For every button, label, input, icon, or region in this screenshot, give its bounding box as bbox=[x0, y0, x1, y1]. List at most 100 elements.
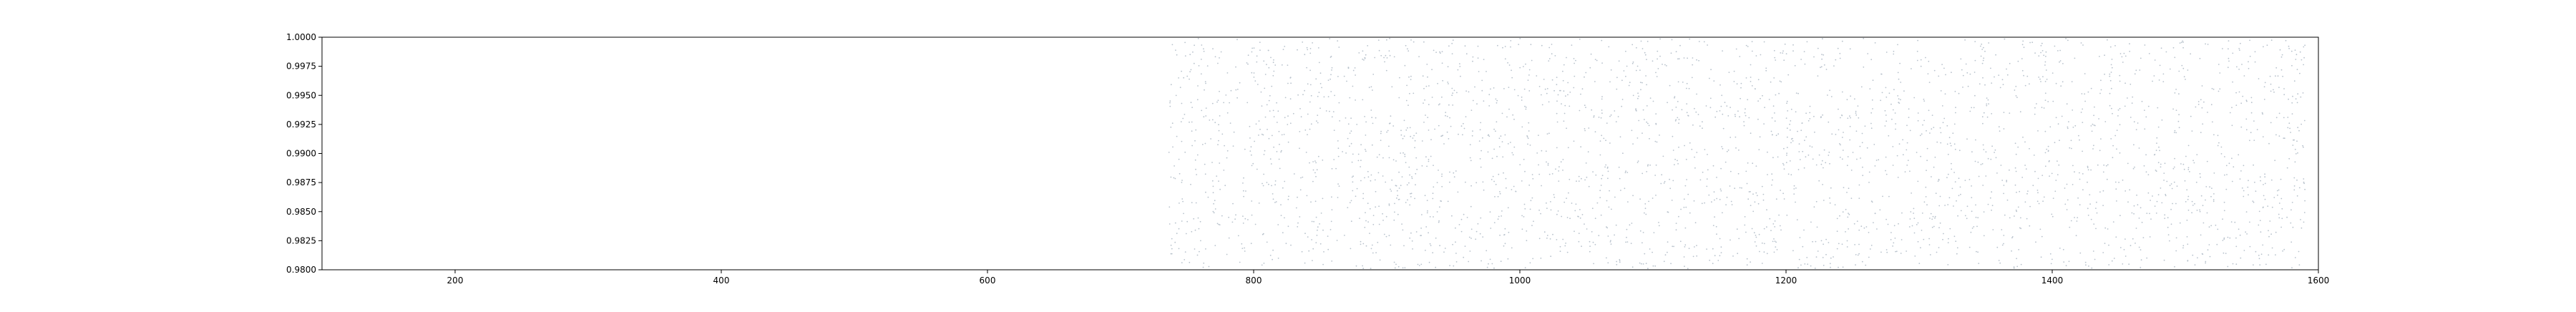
data-point bbox=[1887, 223, 1889, 225]
data-point bbox=[1331, 260, 1333, 262]
data-point bbox=[1362, 99, 1364, 101]
data-point bbox=[1998, 126, 2000, 128]
data-point bbox=[1251, 200, 1253, 202]
data-point bbox=[1707, 44, 1709, 46]
data-point bbox=[1541, 104, 1543, 106]
data-point bbox=[2066, 183, 2068, 185]
data-point bbox=[1481, 79, 1483, 82]
data-point bbox=[1953, 123, 1956, 125]
data-point bbox=[2160, 187, 2162, 189]
data-point bbox=[1199, 250, 1200, 253]
data-point bbox=[1280, 215, 1282, 216]
data-point bbox=[1436, 182, 1438, 183]
data-point bbox=[1740, 97, 1742, 99]
data-point bbox=[1637, 160, 1639, 162]
data-point bbox=[1232, 145, 1234, 147]
data-point bbox=[2090, 218, 2092, 220]
data-point bbox=[1507, 207, 1509, 209]
data-point bbox=[1529, 262, 1531, 264]
data-point bbox=[1951, 72, 1952, 74]
data-point bbox=[1822, 38, 1823, 40]
data-point bbox=[1441, 51, 1443, 52]
data-point bbox=[1414, 140, 1416, 142]
data-point bbox=[1898, 98, 1900, 100]
data-point bbox=[2051, 72, 2054, 74]
data-point bbox=[1560, 89, 1561, 92]
data-point bbox=[1841, 243, 1843, 245]
data-point bbox=[1632, 143, 1634, 145]
data-point bbox=[2089, 194, 2091, 195]
data-point bbox=[1986, 104, 1988, 107]
data-point bbox=[1747, 99, 1749, 101]
data-point bbox=[1251, 165, 1253, 167]
data-point bbox=[1958, 92, 1960, 94]
data-point bbox=[2212, 199, 2215, 201]
data-point bbox=[1511, 77, 1513, 79]
data-point bbox=[1962, 74, 1964, 77]
data-point bbox=[1382, 175, 1384, 177]
data-point bbox=[1428, 160, 1430, 162]
data-point bbox=[1563, 201, 1566, 203]
data-point bbox=[1573, 140, 1575, 142]
data-point bbox=[1626, 65, 1628, 67]
data-point bbox=[1795, 92, 1797, 94]
data-point bbox=[1943, 117, 1946, 120]
data-point bbox=[1492, 175, 1494, 177]
data-point bbox=[1194, 248, 1196, 250]
data-point bbox=[1779, 80, 1781, 82]
data-point bbox=[2282, 75, 2284, 77]
data-point bbox=[2067, 39, 2069, 42]
data-point bbox=[1183, 213, 1184, 215]
data-point bbox=[1641, 132, 1643, 135]
data-point bbox=[2223, 252, 2225, 254]
data-point bbox=[1372, 74, 1375, 75]
data-point bbox=[2293, 80, 2296, 82]
data-point bbox=[2068, 121, 2069, 123]
data-point bbox=[1845, 231, 1846, 233]
data-point bbox=[1304, 129, 1307, 131]
data-point bbox=[1821, 54, 1823, 55]
data-point bbox=[2216, 243, 2218, 245]
data-point bbox=[1847, 156, 1849, 157]
data-point bbox=[1991, 113, 1993, 114]
data-point bbox=[1277, 224, 1279, 225]
data-point bbox=[1686, 82, 1688, 84]
data-point bbox=[1987, 203, 1989, 205]
data-point bbox=[1797, 267, 1799, 269]
data-point bbox=[1911, 192, 1913, 194]
data-point bbox=[2178, 70, 2180, 72]
data-point bbox=[1179, 172, 1181, 175]
data-point bbox=[1274, 184, 1276, 186]
data-point bbox=[1648, 125, 1650, 127]
data-point bbox=[1541, 150, 1543, 152]
data-point bbox=[2241, 187, 2243, 189]
data-point bbox=[1495, 130, 1496, 132]
data-point bbox=[1245, 190, 1246, 192]
data-point bbox=[1813, 56, 1815, 58]
data-point bbox=[1362, 265, 1363, 267]
data-point bbox=[1956, 247, 1958, 249]
data-point bbox=[1809, 112, 1811, 114]
data-point bbox=[1349, 132, 1351, 135]
data-point bbox=[2210, 104, 2212, 106]
data-point bbox=[1856, 220, 1858, 222]
data-point bbox=[1715, 225, 1717, 228]
data-point bbox=[1428, 104, 1430, 106]
data-point bbox=[1861, 260, 1863, 263]
data-point bbox=[1223, 170, 1225, 171]
data-point bbox=[1508, 64, 1511, 66]
data-point bbox=[1591, 109, 1593, 111]
data-point bbox=[1956, 200, 1957, 202]
data-point bbox=[1506, 116, 1508, 118]
data-point bbox=[1675, 119, 1677, 121]
data-point bbox=[1556, 213, 1558, 215]
data-point bbox=[2220, 153, 2223, 155]
data-point bbox=[2227, 265, 2229, 268]
data-point bbox=[2296, 179, 2298, 181]
data-point bbox=[1733, 70, 1735, 72]
data-point bbox=[1376, 156, 1378, 158]
data-point bbox=[1219, 224, 1221, 225]
data-point bbox=[2119, 107, 2121, 109]
data-point bbox=[2087, 169, 2089, 171]
data-point bbox=[1183, 77, 1185, 79]
